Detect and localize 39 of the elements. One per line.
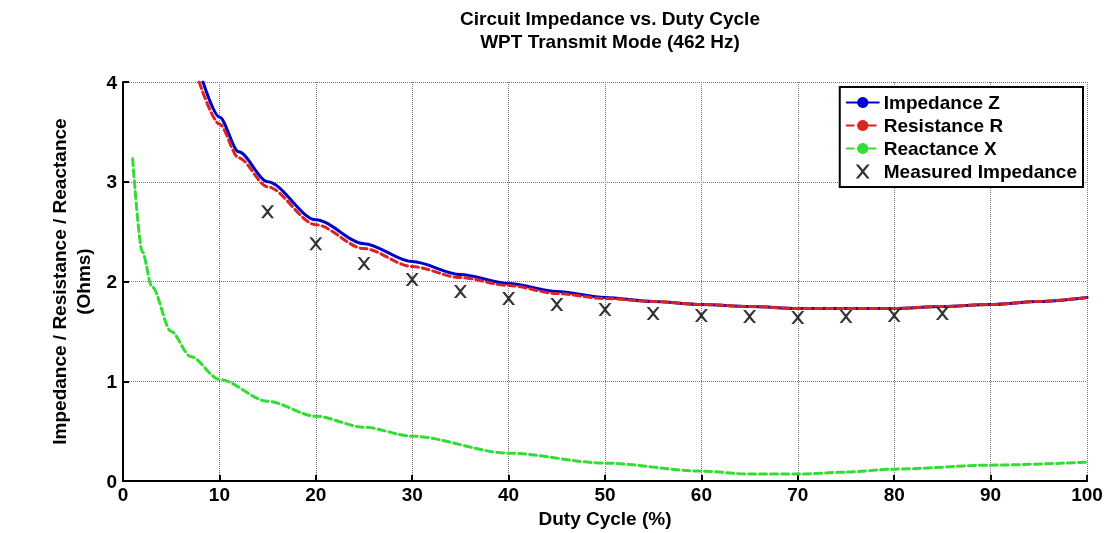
x-tick-label: 60 <box>690 484 712 506</box>
chart-subtitle: WPT Transmit Mode (462 Hz) <box>480 31 740 52</box>
point <box>743 309 757 323</box>
point <box>598 302 612 316</box>
legend-label: Measured Impedance <box>883 161 1078 182</box>
x-tick-label: 40 <box>498 484 520 506</box>
x-tick-label: 50 <box>594 484 616 506</box>
point <box>791 310 805 324</box>
chart-title: Circuit Impedance vs. Duty Cycle <box>460 8 760 29</box>
x-tick-label: 90 <box>980 484 1002 506</box>
x-axis-title: Duty Cycle (%) <box>538 508 672 529</box>
y-tick-label: 0 <box>106 470 117 492</box>
point <box>550 298 564 311</box>
x-tick-label: 70 <box>787 484 809 506</box>
line-series <box>131 157 1089 476</box>
y-tick-label: 2 <box>106 271 117 293</box>
point <box>935 306 949 320</box>
x-tick-label: 20 <box>305 484 327 506</box>
y-tick-label: 4 <box>106 71 118 93</box>
point <box>694 308 708 322</box>
point <box>261 205 275 219</box>
point <box>502 292 516 306</box>
x-tick-label: 80 <box>883 484 905 506</box>
point <box>309 237 323 251</box>
point <box>357 257 371 271</box>
point <box>887 308 901 322</box>
legend-label: Impedance Z <box>883 92 1001 113</box>
point <box>405 273 419 287</box>
point <box>839 309 853 323</box>
y-tick-label: 3 <box>106 171 117 193</box>
legend-label: Resistance R <box>883 115 1004 136</box>
y-tick-label: 1 <box>106 370 118 392</box>
point <box>646 306 660 320</box>
x-tick-label: 30 <box>401 484 423 506</box>
point <box>453 285 467 299</box>
x-tick-label: 10 <box>208 484 230 506</box>
legend-label: Reactance X <box>883 138 998 159</box>
y-axis-title: Impedance / Resistance / Reactance (Ohms) <box>48 118 94 445</box>
x-tick-label: 100 <box>1071 484 1103 506</box>
